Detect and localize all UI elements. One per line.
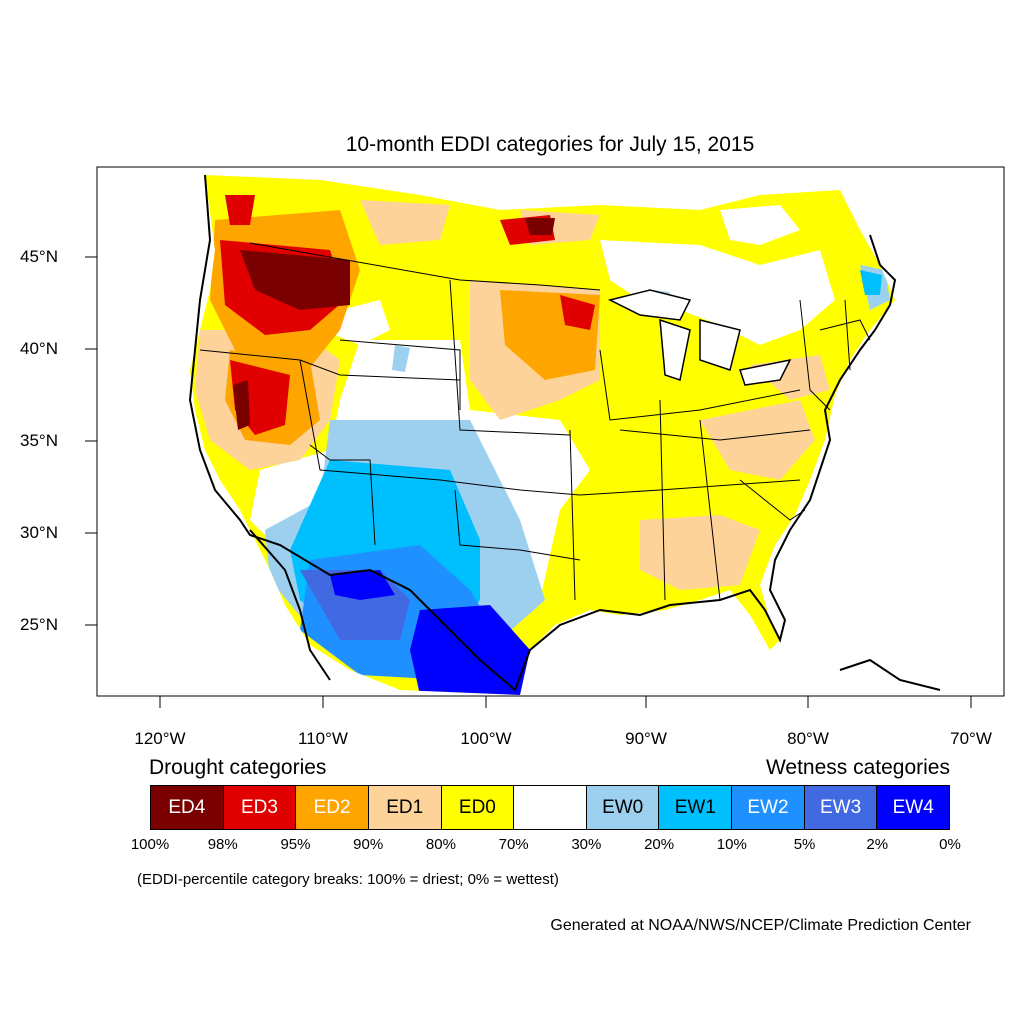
break-label: 5% (793, 836, 816, 853)
legend-cell-ew1: EW1 (659, 786, 733, 829)
cuba-outline (839, 658, 941, 691)
percentile-breaks: 100% 98% 95% 90% 80% 70% 30% 20% 10% 5% 2% 0% (130, 836, 970, 856)
break-label: 10% (716, 836, 747, 853)
legend-cell-ew2: EW2 (732, 786, 805, 829)
break-label: 100% (130, 836, 170, 853)
lon-label-70w: 70°W (950, 729, 992, 748)
lat-tick-marks (85, 256, 97, 626)
lon-label-80w: 80°W (787, 729, 829, 748)
break-label: 0% (939, 836, 961, 853)
lat-label-25: 25°N (20, 615, 58, 634)
category-legend: ED4 ED3 ED2 ED1 ED0 EW0 EW1 EW2 EW3 EW4 (150, 785, 950, 830)
legend-cell-ed0: ED0 (441, 786, 515, 829)
state-boundaries (199, 242, 871, 601)
map-title: 10-month EDDI categories for July 15, 20… (345, 133, 755, 156)
drought-legend-heading: Drought categories (149, 756, 327, 779)
break-label: 2% (866, 836, 889, 853)
lon-label-100w: 100°W (460, 729, 512, 748)
break-label: 30% (571, 836, 602, 853)
lat-label-40: 40°N (20, 339, 58, 358)
lon-label-90w: 90°W (625, 729, 667, 748)
legend-cell-ed2: ED2 (296, 786, 369, 829)
lon-label-120w: 120°W (134, 729, 186, 748)
credit-line: Generated at NOAA/NWS/NCEP/Climate Predi… (550, 917, 971, 934)
legend-cell-ew3: EW3 (804, 786, 878, 829)
break-label: 20% (644, 836, 675, 853)
wetness-legend-heading: Wetness categories (765, 756, 950, 779)
lat-label-35: 35°N (20, 431, 58, 450)
break-label: 95% (280, 836, 311, 853)
break-label: 90% (353, 836, 384, 853)
legend-cell-ed4: ED4 (151, 786, 224, 829)
break-label: 70% (498, 836, 529, 853)
great-lakes (607, 289, 792, 386)
legend-cell-ew4: EW4 (877, 786, 950, 829)
legend-cell-ed1: ED1 (368, 786, 442, 829)
break-label: 98% (207, 836, 238, 853)
lat-label-30: 30°N (20, 523, 58, 542)
map-frame (96, 166, 1005, 697)
legend-cell-neutral (514, 786, 587, 829)
break-label: 80% (425, 836, 456, 853)
baja-coast (249, 529, 331, 681)
lon-label-110w: 110°W (298, 729, 348, 748)
legend-cell-ed3: ED3 (223, 786, 297, 829)
coastline (188, 174, 897, 692)
legend-cell-ew0: EW0 (586, 786, 660, 829)
lat-label-45: 45°N (20, 247, 58, 266)
lon-tick-marks (159, 696, 972, 708)
category-note: (EDDI-percentile category breaks: 100% =… (137, 871, 559, 888)
